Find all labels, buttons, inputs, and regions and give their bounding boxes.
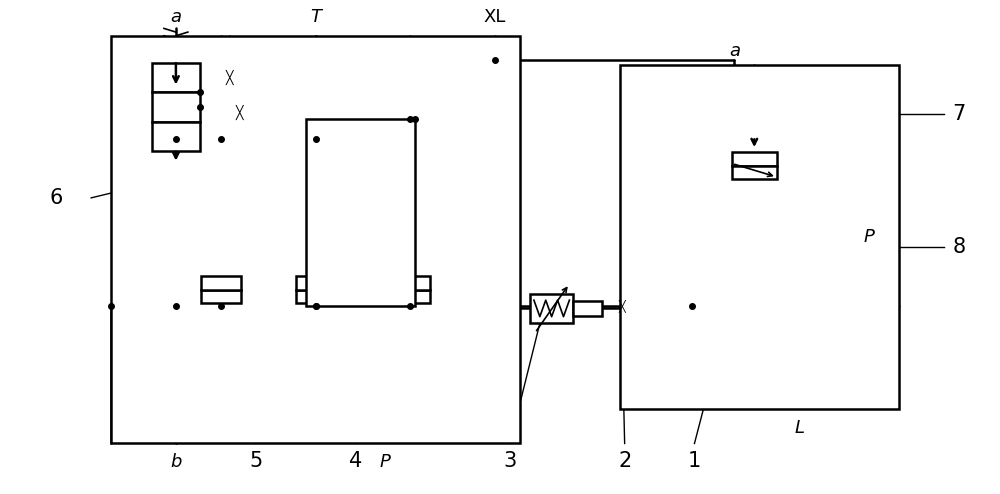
- Text: 7: 7: [952, 104, 965, 124]
- Bar: [620, 65, 899, 409]
- Bar: [201, 277, 241, 290]
- Bar: [530, 293, 573, 323]
- Text: L: L: [794, 419, 804, 437]
- Bar: [152, 63, 200, 92]
- Text: b: b: [170, 453, 182, 471]
- Text: 2: 2: [618, 451, 631, 471]
- Text: a: a: [729, 42, 740, 60]
- Text: ╳: ╳: [618, 299, 625, 312]
- Bar: [732, 166, 777, 179]
- Text: T: T: [310, 8, 321, 26]
- Bar: [152, 92, 200, 122]
- Text: P: P: [380, 453, 391, 471]
- Bar: [296, 290, 335, 303]
- Text: XL: XL: [484, 8, 506, 26]
- Bar: [306, 119, 415, 306]
- Bar: [111, 36, 520, 444]
- Bar: [152, 122, 200, 151]
- Bar: [390, 290, 430, 303]
- Text: 4: 4: [349, 451, 362, 471]
- Text: 3: 3: [503, 451, 517, 471]
- Text: P: P: [864, 228, 875, 246]
- Text: 5: 5: [249, 451, 262, 471]
- Text: 1: 1: [688, 451, 701, 471]
- Text: 6: 6: [50, 188, 63, 208]
- Bar: [296, 277, 335, 290]
- Text: ╳: ╳: [226, 70, 234, 85]
- Bar: [732, 153, 777, 166]
- Bar: [201, 290, 241, 303]
- Bar: [390, 277, 430, 290]
- Bar: [573, 301, 602, 316]
- Text: a: a: [170, 8, 181, 26]
- Text: 8: 8: [952, 237, 965, 257]
- Text: ╳: ╳: [236, 105, 243, 121]
